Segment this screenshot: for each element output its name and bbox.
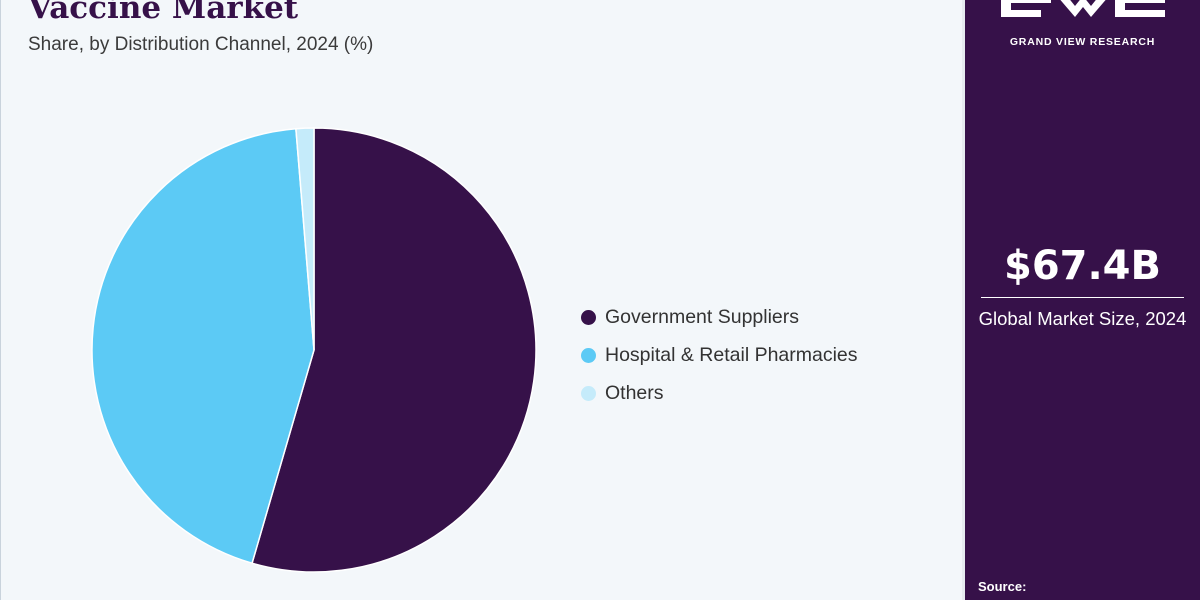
gvr-logo-icon [1001, 0, 1165, 17]
pie-slice-government-suppliers [251, 127, 537, 573]
legend-marker-government-suppliers [581, 309, 596, 325]
legend-label-government-suppliers: Government Suppliers [605, 305, 800, 328]
chart-panel: Vaccine Market Share, by Distribution Ch… [0, 0, 858, 600]
chart-legend: Government Suppliers Hospital & Retail P… [581, 298, 858, 412]
legend-marker-others [581, 385, 596, 401]
legend-item-hospital-retail-pharmacies: Hospital & Retail Pharmacies [581, 336, 858, 374]
legend-label-others: Others [605, 381, 664, 404]
market-value-divider [981, 297, 1184, 298]
source-label: Source: [978, 579, 1027, 594]
panel-divider [962, 0, 965, 600]
legend-marker-hospital-retail-pharmacies [581, 347, 596, 363]
chart-title: Vaccine Market [28, 0, 299, 26]
legend-item-government-suppliers: Government Suppliers [581, 298, 858, 336]
pie-slice-hospital-retail-pharmacies [91, 127, 315, 565]
info-sidebar: GRAND VIEW RESEARCH $67.4B Global Market… [965, 0, 1200, 600]
legend-item-others: Others [581, 374, 858, 412]
chart-subtitle: Share, by Distribution Channel, 2024 (%) [28, 34, 374, 55]
pie-chart [91, 127, 537, 573]
brand-name: GRAND VIEW RESEARCH [1009, 36, 1156, 48]
market-size-label: Global Market Size, 2024 [978, 308, 1187, 329]
market-size-value: $67.4B [1003, 243, 1161, 289]
legend-label-hospital-retail-pharmacies: Hospital & Retail Pharmacies [605, 343, 858, 366]
pie-slice-others [295, 127, 315, 351]
